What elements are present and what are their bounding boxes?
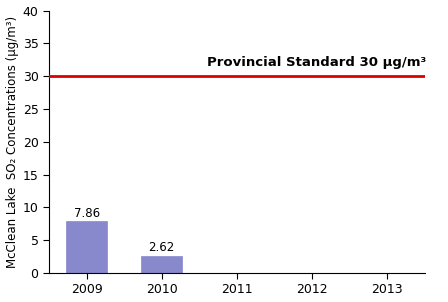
Text: Provincial Standard 30 μg/m³: Provincial Standard 30 μg/m³ bbox=[207, 56, 426, 69]
Text: 2.62: 2.62 bbox=[149, 241, 175, 254]
Bar bbox=[66, 221, 107, 273]
Bar bbox=[141, 256, 182, 273]
Text: 7.86: 7.86 bbox=[73, 207, 99, 220]
Y-axis label: McClean Lake  SO₂ Concentrations (μg/m³): McClean Lake SO₂ Concentrations (μg/m³) bbox=[5, 16, 18, 268]
